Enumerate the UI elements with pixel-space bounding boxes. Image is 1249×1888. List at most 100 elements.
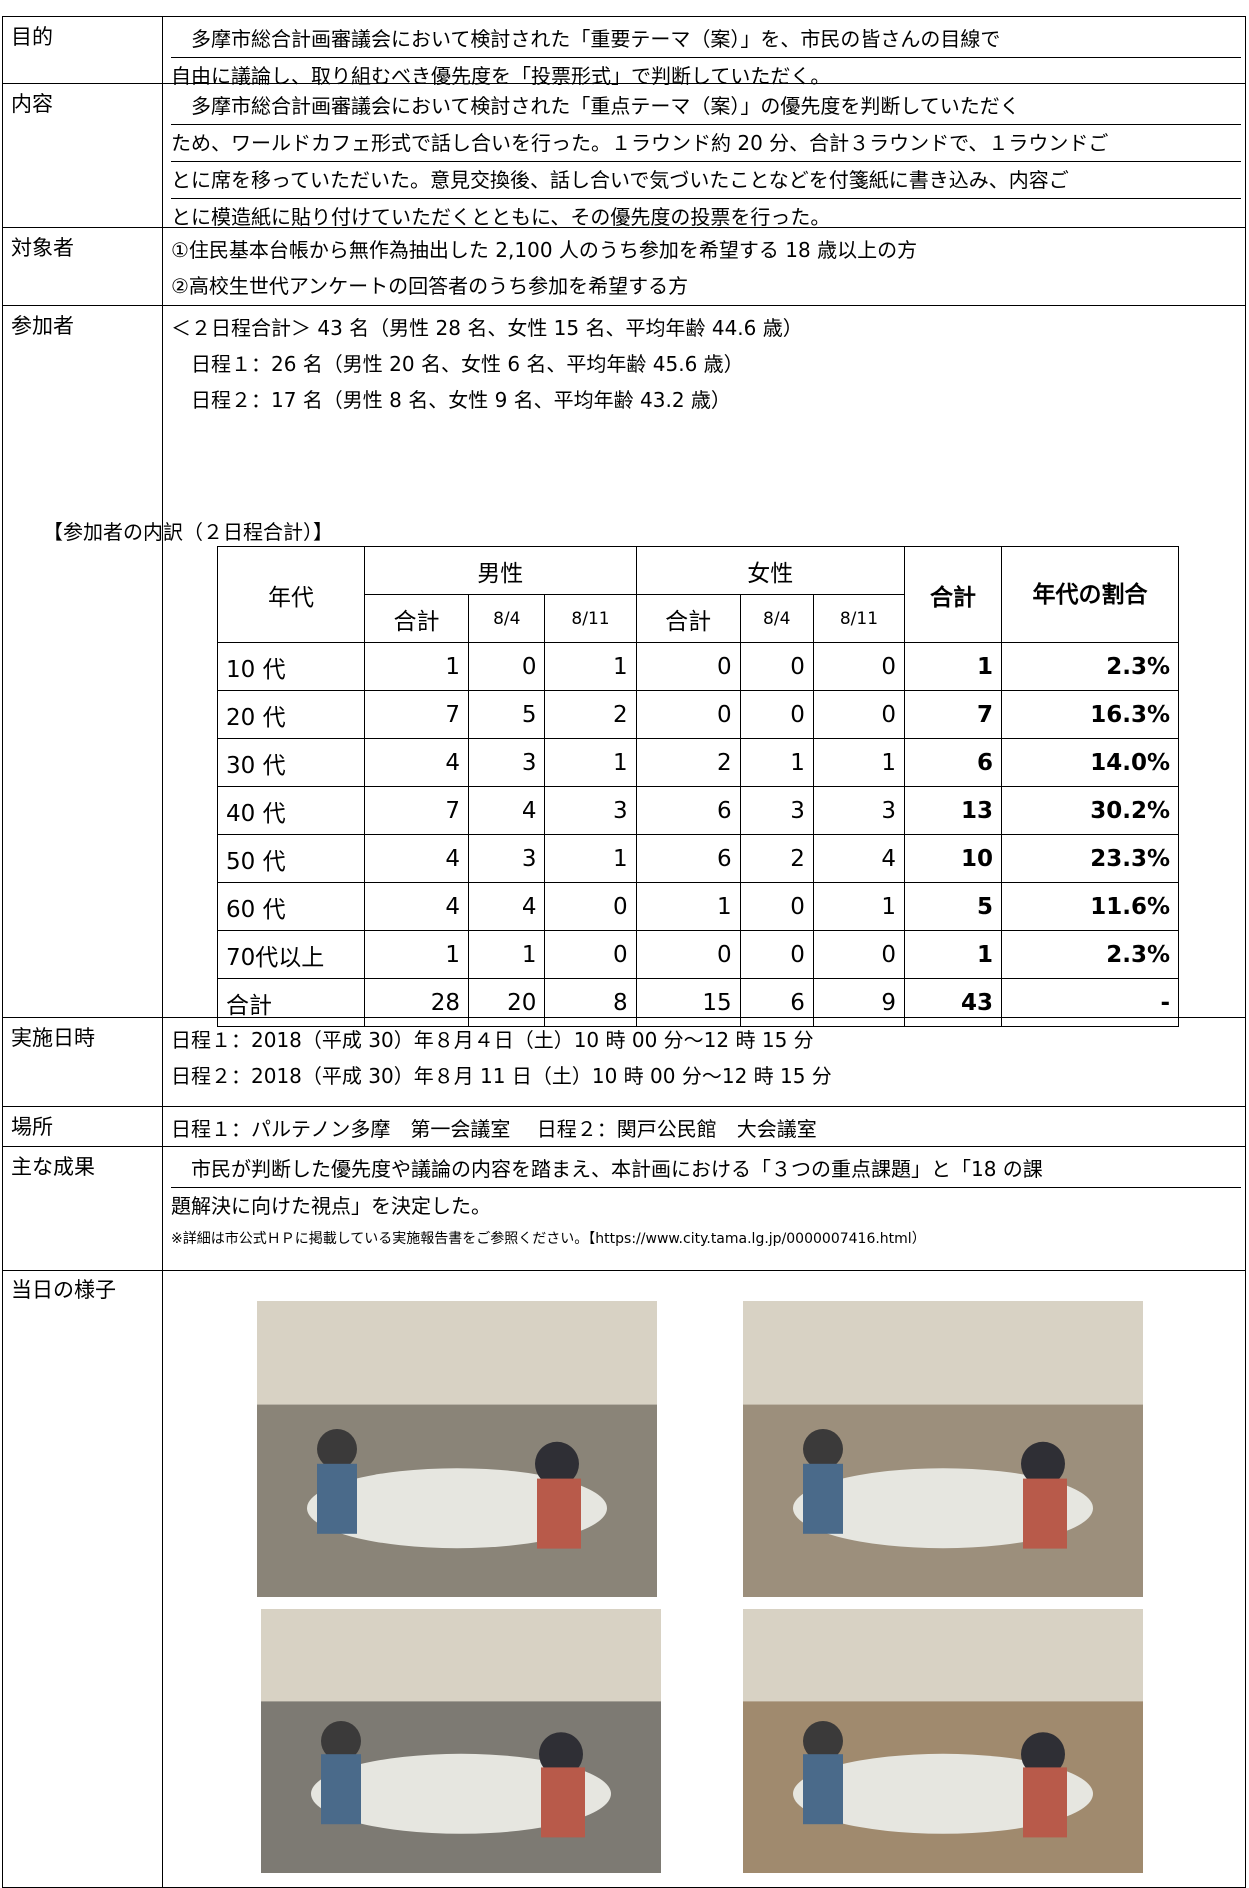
text-line: 多摩市総合計画審議会において検討された「重点テーマ（案）」の優先度を判断していた… <box>171 88 1241 125</box>
data-row: 10 代10100012.3% <box>218 643 1179 691</box>
header-cell: 合計 <box>905 547 1002 643</box>
data-cell: 1 <box>545 835 636 883</box>
header-cell: 年代の割合 <box>1002 547 1179 643</box>
table-caption: 【参加者の内訳（２日程合計）】 <box>43 516 333 545</box>
data-cell: 3 <box>813 787 904 835</box>
note: ※詳細は市公式ＨＰに掲載している実施報告書をご参照ください。【https://w… <box>171 1224 1241 1254</box>
data-cell: 10 <box>905 835 1002 883</box>
section-row: 場所日程１：パルテノン多摩 第一会議室 日程２：関戸公民館 大会議室 <box>2 1107 1246 1147</box>
photo <box>743 1301 1143 1597</box>
data-cell: 0 <box>813 691 904 739</box>
data-row: 20 代752000716.3% <box>218 691 1179 739</box>
data-cell: 3 <box>469 739 545 787</box>
header-cell: 8/11 <box>813 595 904 643</box>
data-cell: 3 <box>740 787 813 835</box>
section-label: 当日の様子 <box>3 1271 163 1887</box>
data-cell: 0 <box>813 643 904 691</box>
section-label: 実施日時 <box>3 1018 163 1106</box>
data-cell: 13 <box>905 787 1002 835</box>
text-line: ②高校生世代アンケートの回答者のうち参加を希望する方 <box>171 268 1241 304</box>
header-cell: 女性 <box>636 547 904 595</box>
data-cell: 4 <box>365 835 469 883</box>
data-cell: 2 <box>636 739 740 787</box>
section-row: 目的 多摩市総合計画審議会において検討された「重要テーマ（案）」を、市民の皆さん… <box>2 17 1246 84</box>
data-cell: 7 <box>905 691 1002 739</box>
header-cell: 年代 <box>218 547 365 643</box>
data-cell: 0 <box>740 691 813 739</box>
data-cell: 1 <box>365 931 469 979</box>
data-row: 50 代4316241023.3% <box>218 835 1179 883</box>
data-cell: 5 <box>469 691 545 739</box>
text-line: 多摩市総合計画審議会において検討された「重要テーマ（案）」を、市民の皆さんの目線… <box>171 21 1241 58</box>
section-body: 日程１：パルテノン多摩 第一会議室 日程２：関戸公民館 大会議室 <box>171 1111 1241 1147</box>
data-cell: 0 <box>469 643 545 691</box>
data-cell: 2 <box>740 835 813 883</box>
section-body: ＜２日程合計＞ 43 名（男性 28 名、女性 15 名、平均年齢 44.6 歳… <box>171 310 1241 418</box>
text-line: 日程１：2018（平成 30）年８月４日（土）10 時 00 分～12 時 15… <box>171 1022 1241 1058</box>
data-cell: 4 <box>813 835 904 883</box>
data-cell: 4 <box>469 883 545 931</box>
top-edge <box>2 0 1246 17</box>
data-cell: 2.3% <box>1002 643 1179 691</box>
data-cell: 0 <box>740 931 813 979</box>
data-cell: 1 <box>469 931 545 979</box>
data-cell: 40 代 <box>218 787 365 835</box>
data-cell: 0 <box>813 931 904 979</box>
data-cell: 6 <box>905 739 1002 787</box>
section-row: 内容 多摩市総合計画審議会において検討された「重点テーマ（案）」の優先度を判断し… <box>2 84 1246 228</box>
section-body: 市民が判断した優先度や議論の内容を踏まえ、本計画における「３つの重点課題」と「1… <box>171 1151 1241 1254</box>
section-label: 参加者 <box>3 306 163 1017</box>
section-body: 日程１：2018（平成 30）年８月４日（土）10 時 00 分～12 時 15… <box>171 1022 1241 1094</box>
section-label: 主な成果 <box>3 1147 163 1270</box>
data-cell: 30 代 <box>218 739 365 787</box>
data-cell: 20 代 <box>218 691 365 739</box>
section-label: 場所 <box>3 1107 163 1146</box>
data-cell: 0 <box>740 883 813 931</box>
section-label: 対象者 <box>3 228 163 305</box>
header-cell: 8/11 <box>545 595 636 643</box>
data-cell: 1 <box>905 643 1002 691</box>
text-line: ため、ワールドカフェ形式で話し合いを行った。１ラウンド約 20 分、合計３ラウン… <box>171 125 1241 162</box>
text-line: ＜２日程合計＞ 43 名（男性 28 名、女性 15 名、平均年齢 44.6 歳… <box>171 310 1241 346</box>
data-cell: 1 <box>813 739 904 787</box>
text-line: 題解決に向けた視点」を決定した。 <box>171 1188 1241 1224</box>
data-cell: 1 <box>905 931 1002 979</box>
data-cell: 3 <box>469 835 545 883</box>
text-line: 日程２：17 名（男性 8 名、女性 9 名、平均年齢 43.2 歳） <box>171 382 1241 418</box>
data-cell: 4 <box>469 787 545 835</box>
header-cell: 合計 <box>636 595 740 643</box>
data-cell: 1 <box>545 739 636 787</box>
text-line: 日程１：パルテノン多摩 第一会議室 日程２：関戸公民館 大会議室 <box>171 1111 1241 1147</box>
data-cell: 0 <box>636 931 740 979</box>
data-cell: 2.3% <box>1002 931 1179 979</box>
section-row: 当日の様子 <box>2 1271 1246 1888</box>
data-cell: 4 <box>365 883 469 931</box>
page: 目的 多摩市総合計画審議会において検討された「重要テーマ（案）」を、市民の皆さん… <box>0 0 1249 1888</box>
section-row: 主な成果 市民が判断した優先度や議論の内容を踏まえ、本計画における「３つの重点課… <box>2 1147 1246 1271</box>
data-cell: 1 <box>365 643 469 691</box>
header-row: 年代男性女性合計年代の割合 <box>218 547 1179 595</box>
data-cell: 14.0% <box>1002 739 1179 787</box>
section-label: 内容 <box>3 84 163 227</box>
data-cell: 0 <box>740 643 813 691</box>
data-cell: 7 <box>365 691 469 739</box>
data-cell: 7 <box>365 787 469 835</box>
section-label: 目的 <box>3 17 163 83</box>
text-line: 市民が判断した優先度や議論の内容を踏まえ、本計画における「３つの重点課題」と「1… <box>171 1151 1241 1188</box>
data-cell: 2 <box>545 691 636 739</box>
header-cell: 合計 <box>365 595 469 643</box>
photo <box>743 1609 1143 1873</box>
header-cell: 男性 <box>365 547 637 595</box>
data-cell: 30.2% <box>1002 787 1179 835</box>
section-body: 多摩市総合計画審議会において検討された「重点テーマ（案）」の優先度を判断していた… <box>171 88 1241 235</box>
age-table: 年代男性女性合計年代の割合合計8/48/11合計8/48/1110 代10100… <box>217 546 1179 1027</box>
data-cell: 60 代 <box>218 883 365 931</box>
data-cell: 4 <box>365 739 469 787</box>
data-cell: 6 <box>636 835 740 883</box>
data-cell: 1 <box>636 883 740 931</box>
section-row: 実施日時日程１：2018（平成 30）年８月４日（土）10 時 00 分～12 … <box>2 1018 1246 1107</box>
data-cell: 6 <box>636 787 740 835</box>
